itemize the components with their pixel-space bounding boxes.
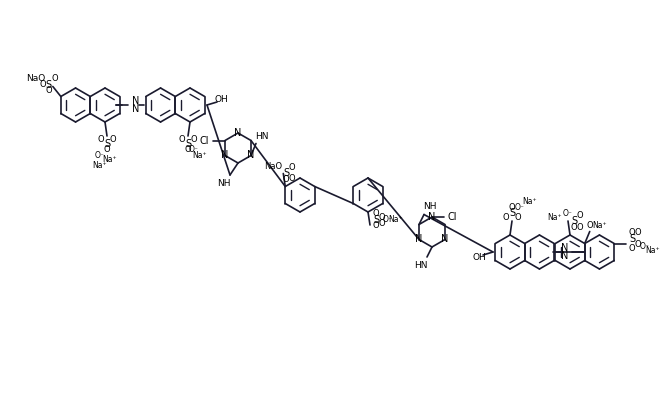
Text: O: O <box>635 228 641 237</box>
Text: N: N <box>442 234 449 244</box>
Text: O: O <box>178 136 185 144</box>
Text: S: S <box>629 234 635 244</box>
Text: OH: OH <box>214 96 228 104</box>
Text: Na⁺: Na⁺ <box>389 214 403 224</box>
Text: O⁻: O⁻ <box>189 146 199 154</box>
Text: O: O <box>109 136 116 144</box>
Text: O: O <box>629 244 635 253</box>
Text: Na⁺: Na⁺ <box>103 156 117 164</box>
Text: S: S <box>509 208 515 218</box>
Text: O⁻: O⁻ <box>95 150 105 160</box>
Text: N: N <box>132 104 140 114</box>
Text: O: O <box>635 240 641 249</box>
Text: O: O <box>576 222 583 232</box>
Text: N: N <box>234 128 242 138</box>
Text: O: O <box>185 146 191 154</box>
Text: O⁻: O⁻ <box>563 208 573 218</box>
Text: O: O <box>571 222 577 232</box>
Text: O: O <box>191 136 197 144</box>
Text: O: O <box>372 222 379 230</box>
Text: N: N <box>221 150 229 160</box>
Text: Na⁺: Na⁺ <box>93 160 107 170</box>
Text: O: O <box>509 202 515 212</box>
Text: S: S <box>283 168 289 178</box>
Text: S: S <box>104 139 110 149</box>
Text: S: S <box>571 216 577 226</box>
Text: S: S <box>373 215 379 225</box>
Text: O: O <box>104 146 110 154</box>
Text: O: O <box>503 212 509 222</box>
Text: O: O <box>586 221 593 230</box>
Text: O: O <box>629 228 635 237</box>
Text: NaO: NaO <box>264 162 282 171</box>
Text: O: O <box>40 80 46 89</box>
Text: O: O <box>289 174 296 183</box>
Text: O: O <box>576 210 583 220</box>
Text: HN: HN <box>255 132 269 141</box>
Text: HN: HN <box>414 260 427 270</box>
Text: O⁻: O⁻ <box>383 214 393 224</box>
Text: N: N <box>415 234 423 244</box>
Text: OH: OH <box>472 252 486 262</box>
Text: N: N <box>561 243 568 253</box>
Text: O⁻: O⁻ <box>639 242 649 251</box>
Text: O: O <box>98 136 104 144</box>
Text: O: O <box>378 212 385 222</box>
Text: S: S <box>185 139 191 149</box>
Text: Na⁺: Na⁺ <box>645 246 660 255</box>
Text: O: O <box>283 175 290 184</box>
Text: S: S <box>46 80 52 90</box>
Text: N: N <box>561 251 568 261</box>
Text: O: O <box>372 210 379 218</box>
Text: Cl: Cl <box>199 136 209 146</box>
Text: O: O <box>46 86 52 95</box>
Text: Na⁺: Na⁺ <box>193 150 207 160</box>
Text: NH: NH <box>423 202 437 211</box>
Text: Na⁺: Na⁺ <box>592 221 607 230</box>
Text: Na⁺: Na⁺ <box>548 212 562 222</box>
Text: NaO: NaO <box>26 74 46 83</box>
Text: O: O <box>52 74 58 83</box>
Text: O: O <box>289 163 296 172</box>
Text: N: N <box>428 212 435 222</box>
Text: Cl: Cl <box>448 212 457 222</box>
Text: NH: NH <box>217 178 231 188</box>
Text: O: O <box>378 218 385 228</box>
Text: N: N <box>132 96 140 106</box>
Text: Na⁺: Na⁺ <box>523 196 537 206</box>
Text: O⁻: O⁻ <box>515 202 525 212</box>
Text: O: O <box>515 212 521 222</box>
Text: N: N <box>248 150 255 160</box>
